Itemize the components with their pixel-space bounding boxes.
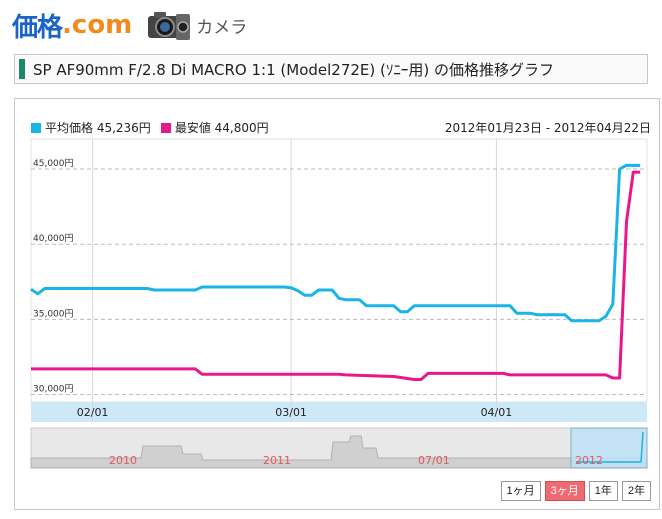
- legend-swatch-average: [31, 122, 41, 133]
- logo-dot: .: [62, 10, 72, 40]
- navigator-label: 2012: [575, 454, 603, 467]
- range-button-1-year[interactable]: 1年: [588, 481, 618, 501]
- navigator-label: 2010: [109, 454, 137, 467]
- y-tick-label: 35,000円: [33, 308, 74, 319]
- chart-legend: 平均価格 45,236円 最安値 44,800円: [31, 119, 279, 136]
- y-tick-label: 40,000円: [33, 233, 74, 244]
- legend-label-lowest: 最安値 44,800円: [174, 121, 269, 135]
- plot-area: [30, 138, 648, 403]
- series-line-average: [30, 163, 641, 323]
- camera-icon: [148, 12, 191, 40]
- legend-label-average: 平均価格 45,236円: [45, 121, 151, 135]
- price-line-chart[interactable]: 02/01 03/01 04/01 30,000円 35,000円 40,000円 45,0…: [15, 99, 659, 509]
- y-tick-label: 45,000円: [33, 158, 74, 169]
- navigator-average-line: [576, 431, 644, 463]
- x-tick-label: 02/01: [77, 406, 109, 419]
- site-logo[interactable]: 価格 . com カメラ: [12, 8, 248, 43]
- page-title: SP AF90mm F/2.8 Di MACRO 1:1 (Model272E)…: [33, 60, 555, 79]
- navigator-label: 07/01: [418, 454, 450, 467]
- chart-date-range: 2012年01月23日 - 2012年04月22日: [444, 121, 651, 135]
- series-line-lowest: [31, 170, 641, 381]
- x-tick-label: 03/01: [275, 406, 307, 419]
- range-button-2-years[interactable]: 2年: [621, 481, 651, 501]
- x-axis-band: [31, 402, 647, 422]
- navigator-label: 2011: [263, 454, 291, 467]
- legend-item-average[interactable]: 平均価格 45,236円: [31, 119, 151, 136]
- logo-category-text: カメラ: [196, 17, 248, 38]
- price-chart-panel: 平均価格 45,236円 最安値 44,800円 2012年01月23日 - 2…: [14, 98, 660, 510]
- logo-com-text: com: [71, 10, 133, 40]
- legend-swatch-lowest: [160, 122, 171, 133]
- page-title-bar: SP AF90mm F/2.8 Di MACRO 1:1 (Model272E)…: [14, 54, 648, 84]
- range-button-3-months[interactable]: 3ヶ月: [544, 481, 585, 501]
- range-button-1-month[interactable]: 1ヶ月: [500, 481, 541, 501]
- legend-item-lowest[interactable]: 最安値 44,800円: [160, 119, 269, 136]
- logo-main-text: 価格: [12, 12, 63, 43]
- y-tick-label: 30,000円: [33, 383, 74, 394]
- x-tick-label: 04/01: [481, 406, 513, 419]
- range-selector: 1ヶ月 3ヶ月 1年 2年: [500, 481, 651, 501]
- title-accent-bar: [19, 59, 25, 79]
